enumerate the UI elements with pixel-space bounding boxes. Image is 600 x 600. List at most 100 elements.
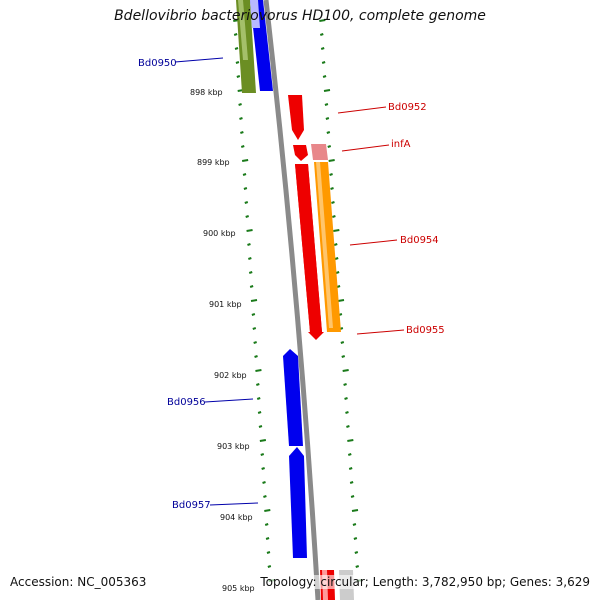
gene-label-Bd0955[interactable]: Bd0955 bbox=[406, 325, 445, 336]
right-tick-mark bbox=[355, 565, 360, 568]
right-tick-mark bbox=[347, 453, 352, 456]
right-tick-mark bbox=[344, 397, 348, 400]
right-tick-mark bbox=[328, 159, 335, 162]
right-tick-mark bbox=[336, 285, 341, 288]
left-tick-mark bbox=[239, 117, 243, 120]
right-tick-mark bbox=[327, 145, 332, 148]
left-tick-mark bbox=[240, 131, 244, 134]
right-tick-mark bbox=[343, 383, 347, 386]
right-tick-column bbox=[319, 19, 363, 582]
left-tick-mark bbox=[256, 397, 261, 400]
gene-blue-bd0956[interactable] bbox=[283, 349, 303, 446]
right-tick-mark bbox=[332, 215, 336, 218]
gene-blue-top-highlight bbox=[250, 0, 260, 28]
gene-blue-bd0957[interactable] bbox=[289, 447, 307, 558]
scale-label: 905 kbp bbox=[222, 584, 255, 593]
left-tick-mark bbox=[246, 229, 253, 232]
connector-Bd0952 bbox=[337, 106, 387, 114]
left-tick-mark bbox=[258, 425, 263, 428]
gene-label-infA[interactable]: infA bbox=[391, 139, 411, 150]
right-tick-mark bbox=[321, 61, 326, 64]
left-tick-mark bbox=[257, 411, 262, 414]
left-tick-mark bbox=[259, 439, 267, 442]
right-tick-mark bbox=[346, 425, 350, 428]
right-tick-mark bbox=[326, 131, 331, 134]
right-tick-mark bbox=[348, 467, 353, 470]
left-tick-mark bbox=[245, 215, 249, 218]
right-tick-mark bbox=[323, 89, 331, 92]
gene-red-bd0955-body bbox=[295, 164, 322, 332]
left-tick-mark bbox=[261, 467, 265, 470]
scale-label: 904 kbp bbox=[220, 513, 253, 522]
scale-label: 900 kbp bbox=[203, 229, 236, 238]
scale-label: 898 kbp bbox=[190, 88, 223, 97]
left-tick-mark bbox=[267, 565, 272, 568]
right-tick-mark bbox=[341, 355, 346, 358]
left-tick-mark bbox=[262, 481, 266, 484]
left-tick-mark bbox=[250, 299, 258, 302]
left-tick-mark bbox=[233, 33, 238, 36]
gene-orange-highlight bbox=[316, 162, 333, 328]
left-tick-mark bbox=[247, 243, 251, 246]
right-tick-mark bbox=[342, 369, 349, 372]
connector-Bd0950 bbox=[174, 57, 224, 63]
connector-Bd0955 bbox=[356, 329, 405, 335]
right-tick-mark bbox=[322, 75, 327, 78]
right-tick-mark bbox=[350, 495, 355, 498]
left-tick-column bbox=[233, 19, 275, 582]
accession-text: Accession: NC_005363 bbox=[10, 575, 147, 589]
right-tick-mark bbox=[320, 47, 325, 50]
right-tick-mark bbox=[325, 117, 330, 120]
left-tick-mark bbox=[256, 383, 260, 386]
right-tick-mark bbox=[337, 299, 345, 302]
left-tick-mark bbox=[240, 145, 245, 148]
gene-label-Bd0954[interactable]: Bd0954 bbox=[400, 235, 439, 246]
gene-red-small[interactable] bbox=[293, 145, 308, 161]
gene-pink-infA[interactable] bbox=[311, 144, 328, 160]
scale-label: 899 kbp bbox=[197, 158, 230, 167]
left-tick-mark bbox=[264, 523, 269, 526]
left-tick-mark bbox=[249, 285, 254, 288]
right-tick-mark bbox=[324, 103, 329, 106]
gene-olive-highlight bbox=[238, 0, 248, 60]
right-tick-mark bbox=[354, 551, 359, 554]
right-tick-mark bbox=[345, 411, 349, 414]
right-tick-mark bbox=[347, 439, 354, 442]
left-tick-mark bbox=[241, 159, 249, 162]
left-tick-mark bbox=[235, 61, 240, 64]
right-tick-mark bbox=[352, 523, 357, 526]
gene-red-bd0952[interactable] bbox=[288, 95, 304, 140]
right-tick-mark bbox=[319, 33, 324, 36]
right-tick-mark bbox=[349, 481, 354, 484]
left-tick-mark bbox=[251, 313, 256, 316]
right-tick-mark bbox=[335, 271, 340, 274]
right-tick-mark bbox=[333, 229, 340, 232]
left-tick-mark bbox=[248, 271, 253, 274]
right-tick-mark bbox=[351, 509, 359, 512]
connector-Bd0954 bbox=[349, 239, 398, 246]
left-tick-mark bbox=[242, 173, 247, 176]
right-tick-mark bbox=[329, 173, 333, 176]
left-tick-mark bbox=[234, 47, 239, 50]
gene-label-Bd0956[interactable]: Bd0956 bbox=[167, 397, 206, 408]
right-tick-mark bbox=[334, 257, 339, 260]
gene-label-Bd0950[interactable]: Bd0950 bbox=[138, 58, 177, 69]
left-tick-mark bbox=[255, 369, 262, 372]
gene-label-Bd0952[interactable]: Bd0952 bbox=[388, 102, 427, 113]
left-tick-mark bbox=[260, 453, 265, 456]
left-tick-mark bbox=[266, 551, 271, 554]
right-tick-mark bbox=[340, 341, 345, 344]
right-tick-mark bbox=[319, 19, 326, 22]
right-tick-mark bbox=[333, 243, 338, 246]
scale-label: 901 kbp bbox=[209, 300, 242, 309]
right-tick-mark bbox=[331, 201, 335, 204]
gene-label-Bd0957[interactable]: Bd0957 bbox=[172, 500, 211, 511]
left-tick-mark bbox=[243, 187, 248, 190]
left-tick-mark bbox=[244, 201, 249, 204]
left-tick-mark bbox=[264, 509, 271, 512]
connector-infA bbox=[341, 144, 390, 152]
left-tick-mark bbox=[265, 537, 270, 540]
right-tick-mark bbox=[353, 537, 358, 540]
left-tick-mark bbox=[254, 355, 258, 358]
